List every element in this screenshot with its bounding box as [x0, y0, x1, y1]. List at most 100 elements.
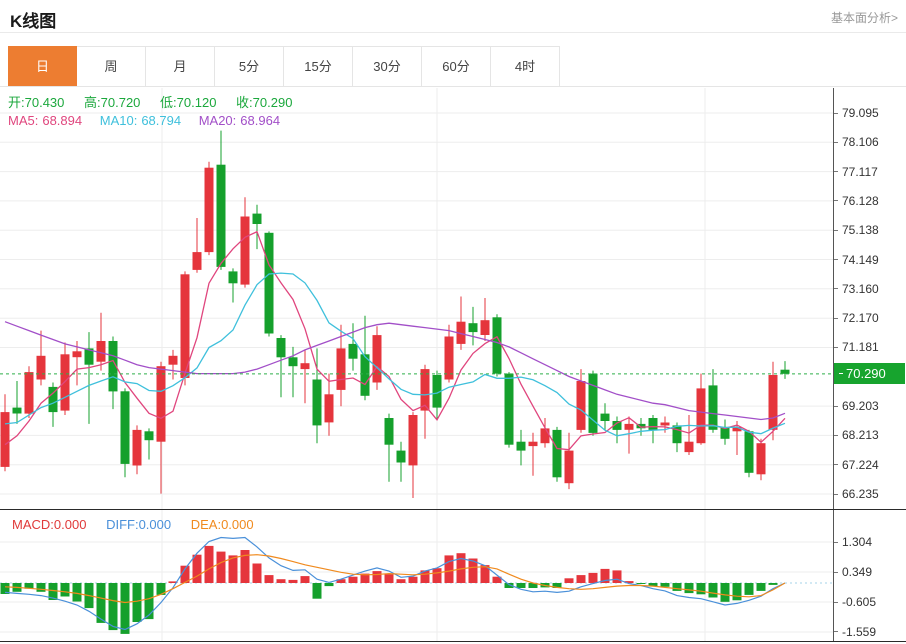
macd-bar[interactable]	[600, 568, 610, 583]
macd-bar[interactable]	[240, 550, 250, 583]
macd-bar[interactable]	[444, 555, 454, 583]
candle[interactable]	[36, 330, 46, 386]
macd-bar[interactable]	[564, 578, 574, 583]
macd-bar[interactable]	[216, 551, 226, 583]
macd-bar[interactable]	[24, 583, 34, 589]
candle[interactable]	[96, 312, 106, 371]
macd-bar[interactable]	[636, 583, 646, 584]
tab-5分[interactable]: 5分	[215, 46, 284, 87]
macd-bar[interactable]	[516, 583, 526, 588]
candle[interactable]	[372, 326, 382, 390]
macd-bar[interactable]	[552, 583, 562, 588]
macd-bar[interactable]	[288, 579, 298, 583]
macd-bar[interactable]	[456, 553, 466, 583]
macd-bar[interactable]	[528, 583, 538, 588]
tab-4时[interactable]: 4时	[491, 46, 560, 87]
macd-bar[interactable]	[108, 583, 118, 631]
macd-bar[interactable]	[72, 583, 82, 602]
macd-bar[interactable]	[132, 583, 142, 622]
candle[interactable]	[504, 372, 514, 448]
candle[interactable]	[204, 161, 214, 256]
candle[interactable]	[744, 429, 754, 478]
candle[interactable]	[768, 361, 778, 441]
candle[interactable]	[648, 415, 658, 444]
macd-bar[interactable]	[360, 573, 370, 583]
candle[interactable]	[312, 348, 322, 444]
candle[interactable]	[252, 204, 262, 250]
candle[interactable]	[348, 323, 358, 371]
candle[interactable]	[396, 441, 406, 482]
candle[interactable]	[108, 336, 118, 410]
macd-bar[interactable]	[768, 583, 778, 585]
candle[interactable]	[12, 381, 22, 424]
candle[interactable]	[612, 416, 622, 444]
candle[interactable]	[300, 349, 310, 404]
candle[interactable]	[756, 438, 766, 481]
tab-30分[interactable]: 30分	[353, 46, 422, 87]
macd-bar[interactable]	[312, 583, 322, 599]
candle[interactable]	[156, 361, 166, 494]
macd-bar[interactable]	[180, 565, 190, 583]
macd-bar[interactable]	[168, 581, 178, 583]
tab-周[interactable]: 周	[77, 46, 146, 87]
candle[interactable]	[552, 426, 562, 482]
macd-bar[interactable]	[144, 583, 154, 620]
candle[interactable]	[516, 429, 526, 466]
macd-bar[interactable]	[120, 583, 130, 634]
candle[interactable]	[132, 425, 142, 475]
macd-bar[interactable]	[612, 570, 622, 583]
candle[interactable]	[444, 324, 454, 383]
candle[interactable]	[276, 335, 286, 398]
candle[interactable]	[468, 306, 478, 346]
candle[interactable]	[540, 418, 550, 448]
macd-bar[interactable]	[732, 583, 742, 601]
candle[interactable]	[192, 218, 202, 273]
macd-bar[interactable]	[576, 575, 586, 583]
candle[interactable]	[408, 412, 418, 498]
candle[interactable]	[180, 271, 190, 386]
candle[interactable]	[384, 413, 394, 482]
candle[interactable]	[696, 373, 706, 445]
macd-bar[interactable]	[396, 579, 406, 583]
macd-bar[interactable]	[408, 576, 418, 583]
macd-bar[interactable]	[48, 583, 58, 600]
candle[interactable]	[120, 388, 130, 478]
macd-bar[interactable]	[36, 583, 46, 592]
candle[interactable]	[72, 341, 82, 386]
macd-bar[interactable]	[672, 583, 682, 591]
candle[interactable]	[228, 268, 238, 303]
candle[interactable]	[84, 332, 94, 424]
macd-bar[interactable]	[192, 554, 202, 583]
candle[interactable]	[0, 394, 10, 472]
price-chart[interactable]	[0, 88, 833, 509]
macd-bar[interactable]	[708, 583, 718, 598]
candle[interactable]	[684, 415, 694, 455]
macd-bar[interactable]	[648, 583, 658, 587]
candle[interactable]	[492, 314, 502, 377]
macd-bar[interactable]	[468, 558, 478, 584]
candle[interactable]	[420, 364, 430, 439]
macd-bar[interactable]	[60, 583, 70, 597]
macd-bar[interactable]	[504, 583, 514, 588]
macd-bar[interactable]	[420, 570, 430, 583]
candle[interactable]	[588, 370, 598, 436]
tab-15分[interactable]: 15分	[284, 46, 353, 87]
candle[interactable]	[360, 315, 370, 401]
macd-bar[interactable]	[300, 576, 310, 583]
macd-bar[interactable]	[348, 576, 358, 583]
candle[interactable]	[624, 416, 634, 454]
candle[interactable]	[240, 197, 250, 288]
macd-bar[interactable]	[372, 571, 382, 583]
macd-bar[interactable]	[624, 581, 634, 583]
macd-bar[interactable]	[480, 565, 490, 583]
macd-bar[interactable]	[696, 583, 706, 595]
macd-bar[interactable]	[492, 576, 502, 583]
candle[interactable]	[324, 373, 334, 436]
macd-bar[interactable]	[252, 563, 262, 584]
macd-bar[interactable]	[744, 583, 754, 595]
macd-bar[interactable]	[228, 555, 238, 583]
candle[interactable]	[144, 428, 154, 460]
macd-bar[interactable]	[756, 583, 766, 591]
tab-60分[interactable]: 60分	[422, 46, 491, 87]
candle[interactable]	[24, 366, 34, 418]
